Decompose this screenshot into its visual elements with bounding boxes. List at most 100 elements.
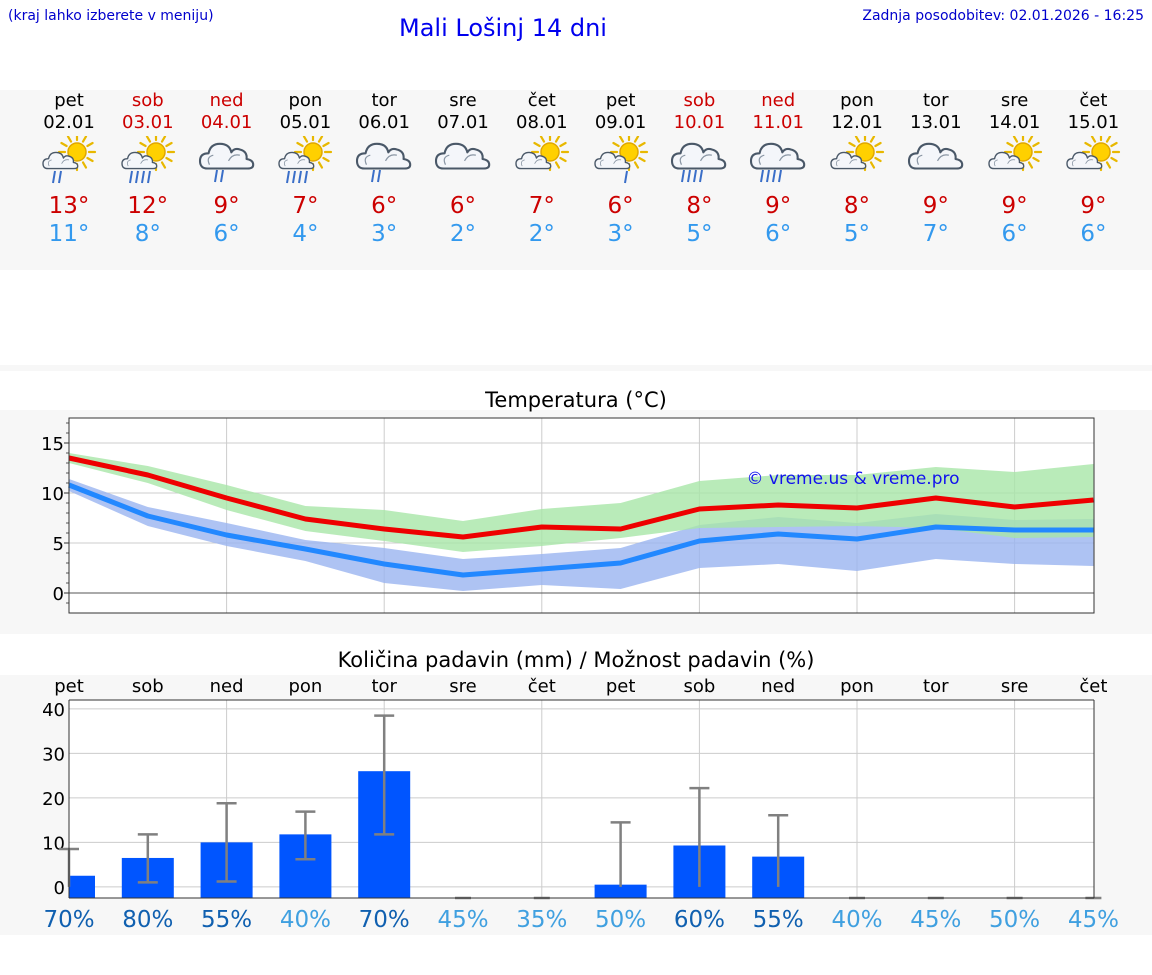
raindrop (623, 170, 628, 184)
sun-ray (81, 161, 88, 169)
precipitation-probability: 80% (122, 907, 173, 933)
sun-ray (1012, 136, 1018, 143)
day-date: 13.01 (910, 112, 962, 133)
sun-disc (618, 142, 639, 162)
sun-cloud-light-rain-icon (593, 136, 648, 184)
category-label: sre (1001, 676, 1028, 697)
cloud-shade (463, 154, 477, 162)
cloud-shade (993, 159, 998, 167)
max-temperature-band (69, 453, 1094, 552)
raindrop (134, 170, 139, 184)
min-temperature: 5° (843, 221, 871, 247)
cloud-shade (207, 154, 214, 165)
category-label: ned (761, 676, 795, 697)
day-column: čet 15.01 9° 6° (1053, 90, 1133, 248)
sun-ray (554, 136, 560, 143)
sun-ray (81, 136, 88, 143)
y-tick-label: 10 (42, 833, 65, 854)
precipitation-probability: 50% (989, 907, 1040, 933)
rain-drops (623, 170, 628, 184)
cloud-shade (835, 159, 840, 167)
max-temperature: 8° (686, 193, 713, 219)
cloud-shade (680, 154, 686, 165)
divider (0, 365, 1152, 371)
y-tick-label: 40 (42, 700, 65, 721)
cloud-heavy-rain-icon (750, 142, 806, 183)
cloud-shape (830, 151, 867, 170)
day-column: ned 04.01 9° 6° (187, 90, 267, 248)
precipitation-bar (69, 875, 95, 898)
sun-ray (874, 141, 882, 148)
sun-cloud-icon (515, 136, 569, 172)
rain-drops (213, 169, 224, 183)
precipitation-probability: 40% (280, 907, 331, 933)
cloud-shape (356, 142, 412, 170)
category-label: tor (923, 676, 949, 697)
sun-ray (145, 136, 151, 143)
day-name: sre (1000, 90, 1029, 111)
precipitation-probability: 40% (831, 907, 882, 933)
cloud-shape (750, 142, 806, 170)
sun-disc (855, 142, 875, 162)
raindrop (140, 170, 145, 184)
sun-ray (165, 156, 173, 163)
sun-ray (322, 141, 331, 148)
sun-disc (303, 142, 324, 162)
sun-ray (637, 156, 646, 163)
cloud-outline (278, 151, 315, 170)
cloud-shape (907, 142, 964, 170)
day-column: pon 05.01 7° 4° (265, 90, 345, 248)
sun-cloud-icon (987, 136, 1042, 172)
day-name: pon (840, 90, 874, 111)
last-update: Zadnja posodobitev: 02.01.2026 - 16:25 (862, 8, 1144, 24)
cloud-outline (830, 151, 867, 170)
precipitation-probability: 45% (437, 907, 488, 933)
category-label: pet (54, 676, 84, 697)
day-date: 10.01 (673, 112, 726, 133)
min-temperature: 6° (213, 221, 240, 247)
cloud-shade (599, 159, 604, 167)
sun-ray (1110, 141, 1119, 148)
sun-ray (1110, 156, 1119, 163)
raindrop (687, 169, 692, 183)
sun-ray (848, 141, 856, 148)
sun-ray (633, 136, 639, 143)
sun-ray (318, 136, 324, 143)
category-label: ned (210, 676, 244, 697)
cloud-shade (849, 159, 858, 164)
day-column: pon 12.01 8° 5° (817, 90, 897, 248)
y-tick-label: 5 (53, 534, 64, 555)
sun-ray (618, 136, 624, 143)
copyright-watermark: © vreme.us & vreme.pro (746, 469, 959, 489)
max-temperature: 9° (1001, 193, 1028, 219)
day-column: tor 13.01 9° 7° (896, 90, 976, 248)
raindrop (292, 170, 297, 184)
cloud-icon (434, 142, 491, 170)
sun-ray (559, 141, 567, 148)
day-date: 06.01 (358, 112, 410, 133)
category-label: pet (606, 676, 636, 697)
precipitation-chart-title: Količina padavin (mm) / Možnost padavin … (337, 648, 815, 672)
raindrop (298, 170, 303, 184)
raindrop (699, 169, 704, 183)
cloud-shape (671, 142, 727, 170)
sun-ray (539, 136, 545, 143)
sun-cloud-heavy-rain-icon (278, 136, 333, 184)
min-temperature: 2° (449, 221, 477, 247)
precipitation-probability: 50% (595, 907, 646, 933)
cloud-shade (534, 159, 542, 164)
sun-ray (1031, 156, 1040, 163)
raindrop (286, 170, 291, 184)
day-date: 02.01 (43, 112, 95, 133)
plot-frame (68, 417, 1095, 614)
location-menu-hint[interactable]: (kraj lahko izberete v meniju) (8, 8, 214, 24)
cloud-outline (1066, 151, 1103, 170)
sun-ray (86, 141, 94, 148)
day-column: ned 11.01 9° 6° (738, 90, 818, 248)
min-temperature-line (68, 482, 1094, 578)
sun-ray (86, 156, 94, 163)
cloud-shade (520, 159, 525, 167)
category-label: sre (449, 676, 476, 697)
max-temperature: 12° (127, 193, 169, 219)
min-temperature: 6° (1080, 221, 1107, 247)
